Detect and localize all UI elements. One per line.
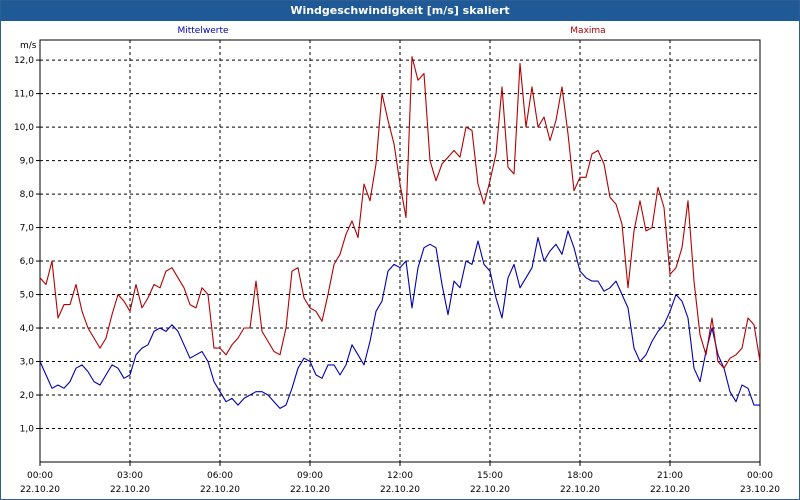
x-tick-time-label: 09:00: [297, 471, 323, 481]
x-tick-time-label: 15:00: [477, 471, 503, 481]
x-tick-date-label: 22.10.20: [200, 485, 240, 495]
y-tick-label: 9,0: [20, 157, 35, 167]
x-tick-time-label: 00:00: [27, 471, 53, 481]
x-tick-date-label: 22.10.20: [650, 485, 690, 495]
y-tick-label: 7,0: [20, 224, 35, 234]
y-tick-label: 11,0: [14, 90, 34, 100]
series-line-maxima: [39, 56, 761, 369]
x-axis-ticks: 00:00 22.10.20 03:00 22.10.20 06:00 22.10.20 0…: [20, 462, 780, 495]
x-tick-time-label: 06:00: [207, 471, 233, 481]
x-tick-date-label: 22.10.20: [470, 485, 510, 495]
y-tick-label: 6,0: [20, 257, 35, 267]
x-tick-date-label: 22.10.20: [290, 485, 330, 495]
series-lines: [39, 56, 761, 409]
y-axis-label: m/s: [20, 41, 37, 51]
y-tick-label: 5,0: [20, 291, 35, 301]
legend-maxima: Maxima: [570, 26, 605, 36]
window-title: Windgeschwindigkeit [m/s] skaliert: [1, 1, 799, 21]
x-tick-date-label: 22.10.20: [560, 485, 600, 495]
y-axis-ticks: 1,0 2,0 3,0 4,0 5,0 6,0 7,0 8,0 9,0 10,0 11,0 12,0: [14, 56, 40, 435]
y-tick-label: 8,0: [20, 190, 35, 200]
y-tick-label: 1,0: [20, 425, 35, 435]
x-tick-date-label: 23.10.20: [740, 485, 780, 495]
y-tick-label: 10,0: [14, 123, 34, 133]
y-tick-label: 3,0: [20, 358, 35, 368]
y-tick-label: 12,0: [14, 56, 34, 66]
x-tick-date-label: 22.10.20: [20, 485, 60, 495]
x-tick-time-label: 18:00: [567, 471, 593, 481]
y-tick-label: 4,0: [20, 324, 35, 334]
x-tick-time-label: 12:00: [387, 471, 413, 481]
x-tick-date-label: 22.10.20: [110, 485, 150, 495]
series-line-mittelwerte: [39, 230, 760, 409]
x-tick-time-label: 03:00: [117, 471, 143, 481]
grid-lines: [40, 40, 760, 462]
x-tick-time-label: 00:00: [747, 471, 773, 481]
x-tick-time-label: 21:00: [657, 471, 683, 481]
legend-mittelwerte: Mittelwerte: [177, 26, 228, 36]
x-tick-date-label: 22.10.20: [380, 485, 420, 495]
y-tick-label: 2,0: [20, 391, 35, 401]
